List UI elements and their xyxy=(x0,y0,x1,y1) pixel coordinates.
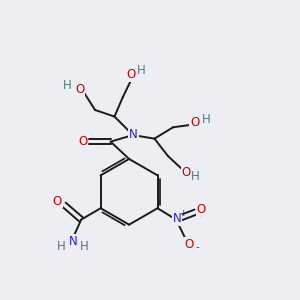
Text: O: O xyxy=(76,83,85,96)
Text: H: H xyxy=(202,113,211,126)
Text: O: O xyxy=(53,195,62,208)
Text: H: H xyxy=(63,79,72,92)
Text: +: + xyxy=(179,208,187,217)
Text: -: - xyxy=(195,242,199,252)
Text: N: N xyxy=(129,128,138,141)
Text: O: O xyxy=(181,167,190,179)
Text: O: O xyxy=(197,203,206,216)
Text: O: O xyxy=(190,116,200,129)
Text: N: N xyxy=(173,212,182,225)
Text: O: O xyxy=(127,68,136,81)
Text: H: H xyxy=(137,64,146,77)
Text: O: O xyxy=(184,238,194,251)
Text: H: H xyxy=(80,240,88,253)
Text: O: O xyxy=(78,135,87,148)
Text: H: H xyxy=(57,240,65,253)
Text: N: N xyxy=(69,235,78,248)
Text: H: H xyxy=(191,170,200,183)
